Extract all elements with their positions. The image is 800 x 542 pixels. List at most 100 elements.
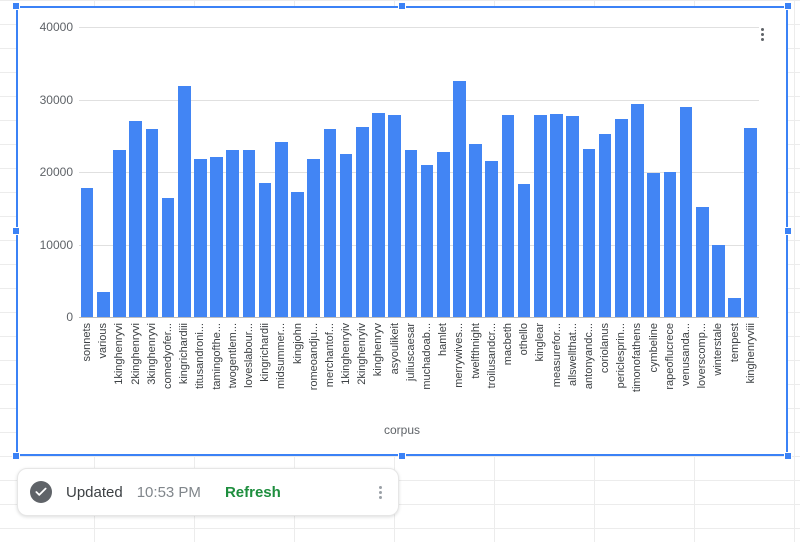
bar[interactable] xyxy=(194,159,207,317)
bar[interactable] xyxy=(502,115,515,317)
bar[interactable] xyxy=(113,150,126,317)
resize-handle-bottom[interactable] xyxy=(398,452,406,460)
x-tick-label: periclesprin... xyxy=(615,323,627,388)
bar[interactable] xyxy=(696,207,709,317)
bar[interactable] xyxy=(583,149,596,317)
bar-slot xyxy=(710,27,726,317)
bar-slot xyxy=(597,27,613,317)
resize-handle-top-left[interactable] xyxy=(12,2,20,10)
resize-handle-top-right[interactable] xyxy=(784,2,792,10)
bar[interactable] xyxy=(259,183,272,317)
bars-row xyxy=(79,27,759,317)
x-label-slot: troilusandcr... xyxy=(484,319,500,417)
y-tick-label: 0 xyxy=(66,310,73,324)
x-tick-label: juliuscaesar xyxy=(405,323,417,381)
x-label-slot: muchadoab... xyxy=(419,319,435,417)
bar[interactable] xyxy=(162,198,175,317)
x-tick-label: othello xyxy=(518,323,530,355)
x-tick-label: muchadoab... xyxy=(421,323,433,390)
x-label-slot: kingrichardiii xyxy=(176,319,192,417)
bar-slot xyxy=(403,27,419,317)
bar[interactable] xyxy=(712,245,725,318)
x-tick-label: tamingofthe... xyxy=(211,323,223,390)
x-tick-label: sonnets xyxy=(81,323,93,362)
bar[interactable] xyxy=(647,173,660,317)
bar-slot xyxy=(209,27,225,317)
bar[interactable] xyxy=(291,192,304,317)
x-tick-label: merrywives... xyxy=(453,323,465,388)
bar[interactable] xyxy=(97,292,110,317)
bar[interactable] xyxy=(388,115,401,317)
x-label-slot: merrywives... xyxy=(451,319,467,417)
gridline xyxy=(79,317,759,318)
y-tick-label: 40000 xyxy=(40,20,73,34)
resize-handle-bottom-left[interactable] xyxy=(12,452,20,460)
bar[interactable] xyxy=(405,150,418,317)
bar[interactable] xyxy=(744,128,757,317)
bar[interactable] xyxy=(146,129,159,318)
x-tick-label: twelfthnight xyxy=(470,323,482,379)
x-label-slot: timonofathens xyxy=(629,319,645,417)
x-tick-label: 1kinghenryiv xyxy=(340,323,352,385)
bar[interactable] xyxy=(340,154,353,317)
resize-handle-right[interactable] xyxy=(784,227,792,235)
plot-wrap: 010000200003000040000 xyxy=(79,27,759,317)
bar[interactable] xyxy=(534,115,547,317)
bar[interactable] xyxy=(437,152,450,317)
bar[interactable] xyxy=(307,159,320,317)
bar[interactable] xyxy=(421,165,434,317)
x-tick-label: cymbeline xyxy=(648,323,660,373)
resize-handle-left[interactable] xyxy=(12,227,20,235)
x-tick-label: loverscomp... xyxy=(696,323,708,388)
x-label-slot: kinghenryv xyxy=(370,319,386,417)
bar-slot xyxy=(192,27,208,317)
x-label-slot: asyoulikeit xyxy=(387,319,403,417)
refresh-button[interactable]: Refresh xyxy=(225,484,281,501)
bar-slot xyxy=(743,27,759,317)
bar[interactable] xyxy=(243,150,256,317)
bar-slot xyxy=(273,27,289,317)
bar[interactable] xyxy=(324,129,337,318)
x-label-slot: othello xyxy=(516,319,532,417)
bar[interactable] xyxy=(372,113,385,317)
bar[interactable] xyxy=(356,127,369,317)
bar[interactable] xyxy=(566,116,579,317)
x-label-slot: romeoandju... xyxy=(306,319,322,417)
status-menu-button[interactable] xyxy=(368,480,392,504)
bar-slot xyxy=(646,27,662,317)
bar[interactable] xyxy=(631,104,644,317)
bar[interactable] xyxy=(664,172,677,317)
bar-slot xyxy=(581,27,597,317)
bar-slot xyxy=(387,27,403,317)
bar[interactable] xyxy=(680,107,693,317)
bar[interactable] xyxy=(550,114,563,317)
bar[interactable] xyxy=(226,150,239,317)
bar-slot xyxy=(241,27,257,317)
bar[interactable] xyxy=(518,184,531,317)
bar[interactable] xyxy=(599,134,612,317)
bar[interactable] xyxy=(178,86,191,317)
resize-handle-top[interactable] xyxy=(398,2,406,10)
x-tick-label: loveslabour... xyxy=(243,323,255,388)
chart-object[interactable]: 010000200003000040000 sonnetsvarious1kin… xyxy=(16,6,788,456)
bar[interactable] xyxy=(485,161,498,317)
bar[interactable] xyxy=(615,119,628,317)
chart-inner: 010000200003000040000 sonnetsvarious1kin… xyxy=(27,19,777,437)
bar[interactable] xyxy=(453,81,466,317)
bar[interactable] xyxy=(210,157,223,317)
bar-slot xyxy=(338,27,354,317)
x-tick-label: twogentlem... xyxy=(227,323,239,388)
bar-slot xyxy=(370,27,386,317)
bar[interactable] xyxy=(275,142,288,317)
y-tick-label: 30000 xyxy=(40,93,73,107)
x-tick-label: venusanda... xyxy=(680,323,692,386)
resize-handle-bottom-right[interactable] xyxy=(784,452,792,460)
bar[interactable] xyxy=(81,188,94,317)
x-axis-title: corpus xyxy=(27,423,777,437)
bar[interactable] xyxy=(728,298,741,317)
x-tick-label: hamlet xyxy=(437,323,449,356)
bar[interactable] xyxy=(469,144,482,317)
x-tick-label: kinghenryv xyxy=(372,323,384,376)
bar[interactable] xyxy=(129,121,142,317)
bar-slot xyxy=(306,27,322,317)
